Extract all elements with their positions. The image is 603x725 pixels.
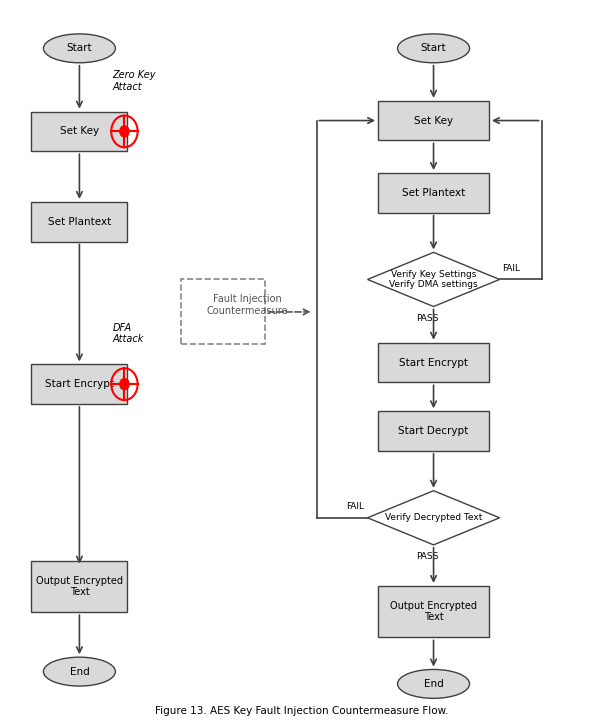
Ellipse shape (397, 669, 470, 698)
Text: FAIL: FAIL (347, 502, 365, 511)
Text: Verify Key Settings
Verify DMA settings: Verify Key Settings Verify DMA settings (389, 270, 478, 289)
Text: Verify Decrypted Text: Verify Decrypted Text (385, 513, 482, 522)
Text: PASS: PASS (416, 314, 439, 323)
Text: Start Encrypt: Start Encrypt (399, 357, 468, 368)
Text: Set Key: Set Key (414, 115, 453, 125)
FancyBboxPatch shape (378, 586, 489, 637)
Text: FAIL: FAIL (502, 264, 520, 273)
Text: DFA
Attack: DFA Attack (112, 323, 144, 344)
Text: Output Encrypted
Text: Output Encrypted Text (390, 601, 477, 623)
Text: Zero Key
Attact: Zero Key Attact (112, 70, 156, 91)
Text: Start: Start (66, 44, 92, 54)
Polygon shape (367, 491, 499, 545)
Text: Set Plantext: Set Plantext (48, 217, 111, 227)
Text: Figure 13. AES Key Fault Injection Countermeasure Flow.: Figure 13. AES Key Fault Injection Count… (155, 706, 448, 716)
Text: End: End (69, 666, 89, 676)
Text: Set Plantext: Set Plantext (402, 188, 465, 198)
Ellipse shape (43, 657, 115, 686)
Text: Start: Start (421, 44, 446, 54)
Circle shape (120, 126, 129, 137)
Text: Set Key: Set Key (60, 126, 99, 136)
Polygon shape (367, 252, 499, 307)
FancyBboxPatch shape (31, 364, 127, 404)
FancyBboxPatch shape (378, 173, 489, 212)
FancyBboxPatch shape (31, 202, 127, 241)
FancyBboxPatch shape (378, 343, 489, 382)
FancyBboxPatch shape (378, 411, 489, 451)
Text: PASS: PASS (416, 552, 439, 561)
Ellipse shape (43, 34, 115, 63)
FancyBboxPatch shape (31, 560, 127, 612)
FancyBboxPatch shape (31, 112, 127, 152)
Circle shape (120, 378, 129, 390)
Text: Start Decrypt: Start Decrypt (399, 426, 469, 436)
FancyBboxPatch shape (378, 101, 489, 141)
Ellipse shape (397, 34, 470, 63)
Text: Start Encrypt: Start Encrypt (45, 379, 114, 389)
Text: Fault Injection
Countermeasure: Fault Injection Countermeasure (207, 294, 288, 315)
Text: End: End (424, 679, 443, 689)
Text: Output Encrypted
Text: Output Encrypted Text (36, 576, 123, 597)
